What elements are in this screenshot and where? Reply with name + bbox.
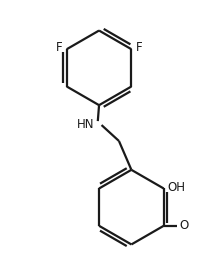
Text: F: F	[136, 42, 143, 54]
Text: O: O	[179, 219, 189, 232]
Text: F: F	[56, 42, 62, 54]
Text: OH: OH	[167, 181, 186, 194]
Text: HN: HN	[77, 118, 95, 131]
